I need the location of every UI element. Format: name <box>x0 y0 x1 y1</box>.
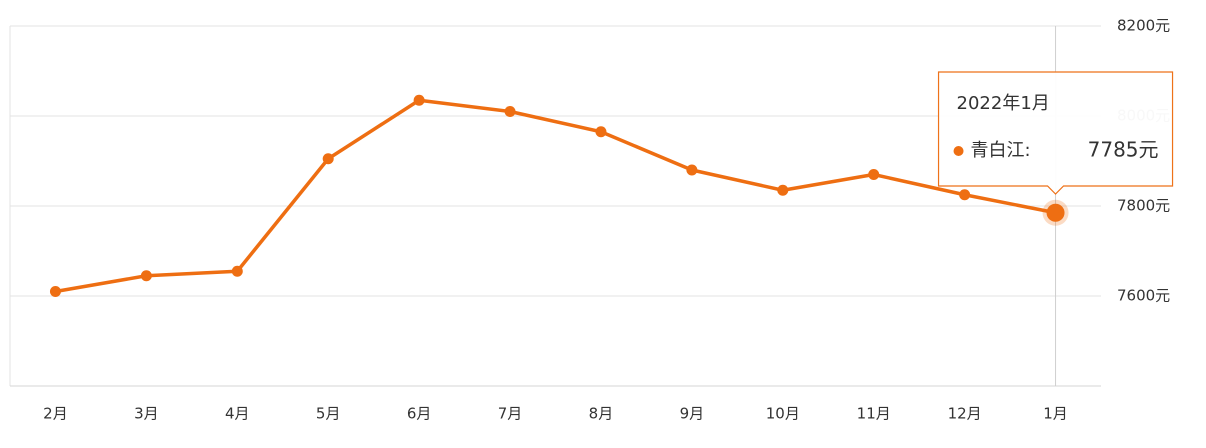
point <box>49 286 61 297</box>
y-tick-label: 7600元 <box>1117 287 1170 305</box>
tooltip-marker <box>953 146 964 156</box>
y-tick-label: 8200元 <box>1117 17 1170 35</box>
tooltip-value: 7785元 <box>1088 138 1159 162</box>
point <box>777 184 789 196</box>
x-tick-label: 12月 <box>948 405 982 423</box>
x-tick-label: 5月 <box>316 405 341 423</box>
point <box>322 153 334 165</box>
x-tick-label: 4月 <box>225 405 250 423</box>
x-tick-label: 8月 <box>589 405 614 423</box>
point <box>504 106 516 117</box>
x-tick-label: 1月 <box>1043 405 1068 423</box>
point <box>686 164 698 176</box>
x-tick-label: 6月 <box>407 405 432 423</box>
x-tick-label: 11月 <box>857 405 891 423</box>
point <box>1046 203 1065 222</box>
line <box>55 98 1056 294</box>
tooltip-title: 2022年1月 <box>957 93 1050 114</box>
x-tick-label: 9月 <box>680 405 705 423</box>
point <box>413 94 425 106</box>
x-tick-label: 10月 <box>766 405 800 423</box>
point <box>595 126 607 138</box>
y-tick-label: 7800元 <box>1117 197 1170 215</box>
tooltip-box <box>937 71 1174 195</box>
point <box>959 189 971 201</box>
point <box>140 270 152 282</box>
x-tick-label: 3月 <box>134 405 159 423</box>
x-tick-label: 7月 <box>498 405 523 423</box>
tooltip-label: 青白江: <box>971 140 1031 161</box>
point <box>231 265 243 277</box>
x-tick-label: 2月 <box>43 405 68 423</box>
point <box>868 169 880 180</box>
